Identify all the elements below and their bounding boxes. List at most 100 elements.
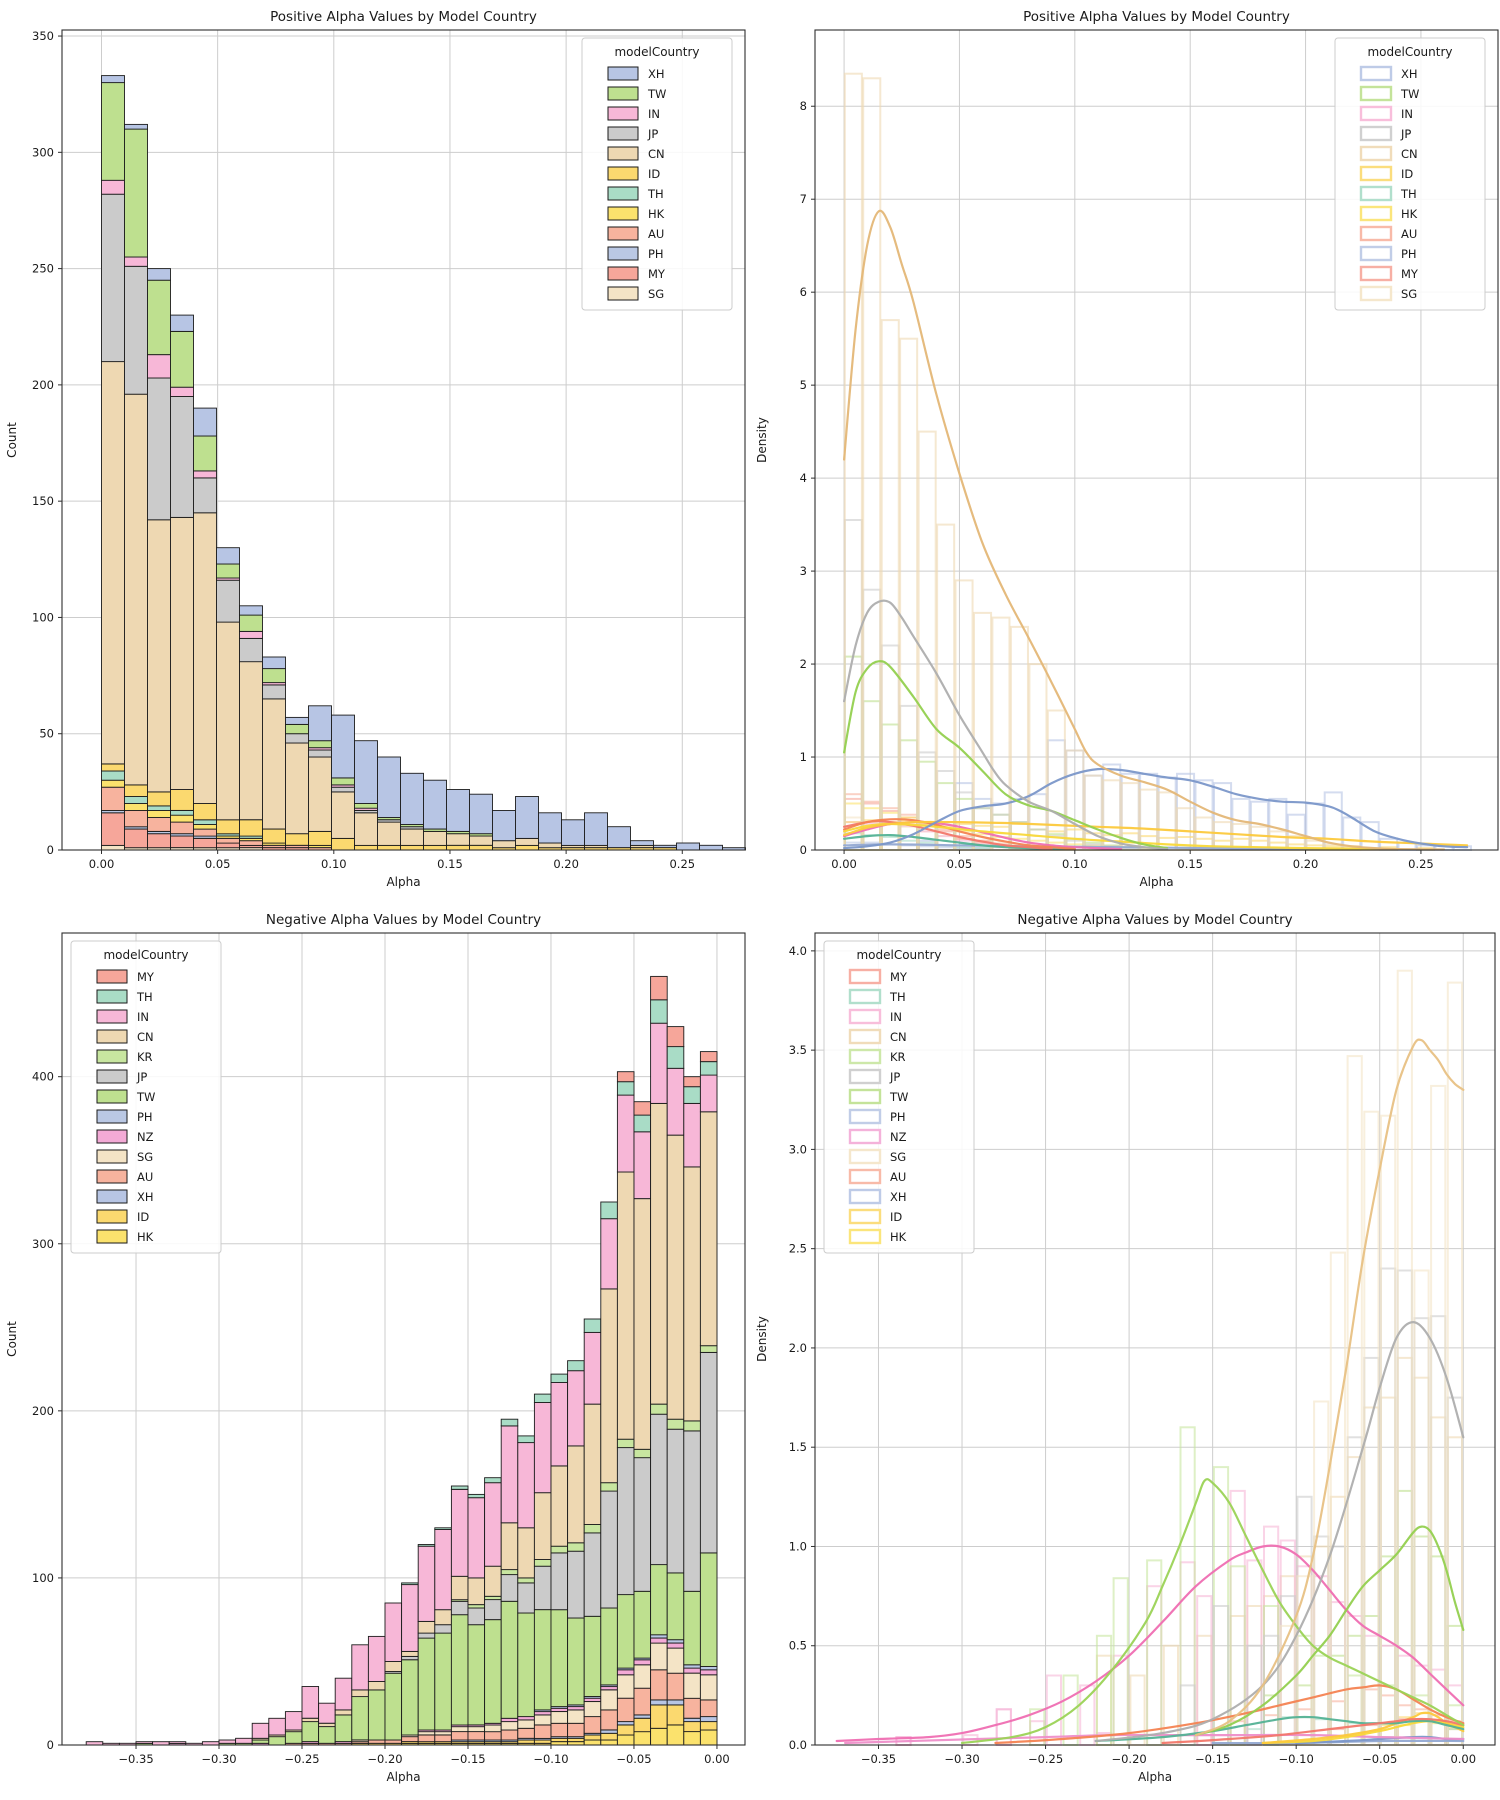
density-bar-kr bbox=[1179, 1426, 1196, 1746]
histogram-bar-id bbox=[533, 1739, 552, 1744]
y-axis-title: Density bbox=[755, 1316, 769, 1362]
histogram-bar-tw bbox=[550, 1609, 569, 1708]
legend-swatch-my bbox=[96, 969, 128, 984]
histogram-bar-tw bbox=[334, 1714, 353, 1743]
density-bar-kr bbox=[1380, 1684, 1397, 1747]
x-tick-label: 0.05 bbox=[205, 857, 231, 871]
histogram-bar-jp bbox=[683, 1430, 701, 1592]
density-bar-kr bbox=[1146, 1559, 1163, 1747]
histogram-bar-jp bbox=[533, 1565, 552, 1611]
histogram-bar-in bbox=[384, 1602, 403, 1662]
y-tick-label: 5 bbox=[800, 378, 807, 392]
density-bar-jp bbox=[1413, 1317, 1430, 1746]
histogram-bar-tw bbox=[450, 1614, 469, 1726]
histogram-bar-cn bbox=[417, 1620, 436, 1634]
histogram-bar-jp bbox=[262, 684, 286, 700]
histogram-bar-sg bbox=[567, 1709, 585, 1724]
histogram-bar-xh bbox=[683, 1717, 701, 1723]
density-bar-jp bbox=[862, 588, 882, 851]
histogram-bar-cn bbox=[484, 1565, 502, 1597]
histogram-bar-id bbox=[193, 803, 217, 821]
histogram-bar-tw bbox=[147, 279, 171, 356]
plot-border bbox=[61, 932, 746, 1746]
histogram-bar-th bbox=[170, 810, 194, 816]
legend-label-nz: NZ bbox=[137, 1130, 154, 1144]
density-bar-xh bbox=[1176, 772, 1196, 851]
density-bar-sg bbox=[1329, 1251, 1346, 1746]
histogram-bar-id bbox=[285, 833, 309, 846]
histogram-bar-jp bbox=[285, 733, 309, 744]
histogram-bar-tw bbox=[650, 1564, 668, 1636]
density-bar-kr bbox=[1062, 1674, 1079, 1746]
x-tick-label: 0.25 bbox=[1408, 857, 1434, 871]
legend-label-au: AU bbox=[1401, 227, 1417, 241]
histogram-bar-xh bbox=[377, 756, 401, 818]
histogram-bar-au bbox=[124, 810, 148, 828]
histogram-bar-au bbox=[434, 1734, 452, 1743]
histogram-bar-in bbox=[517, 1442, 535, 1529]
histogram-bar-jp bbox=[101, 193, 125, 363]
y-tick-label: 2.5 bbox=[789, 1242, 807, 1256]
histogram-bar-in bbox=[567, 1370, 585, 1447]
histogram-bar-cn bbox=[583, 1403, 602, 1525]
histogram-bar-xh bbox=[285, 716, 309, 725]
y-tick-label: 0 bbox=[47, 843, 54, 857]
x-tick-label: −0.20 bbox=[367, 1752, 402, 1766]
y-tick-label: 1.5 bbox=[789, 1440, 807, 1454]
x-tick-label: 0.20 bbox=[553, 857, 579, 871]
histogram-bar-kr bbox=[600, 1482, 618, 1492]
histogram-bar-cn bbox=[446, 833, 470, 846]
x-tick-label: −0.05 bbox=[1362, 1752, 1397, 1766]
histogram-bar-hk bbox=[650, 1727, 668, 1746]
y-tick-label: 2 bbox=[800, 657, 807, 671]
x-tick-label: −0.05 bbox=[616, 1752, 651, 1766]
histogram-bar-xh bbox=[446, 789, 470, 832]
density-bar-in bbox=[1146, 1585, 1163, 1747]
legend-label-ph: PH bbox=[137, 1110, 153, 1124]
density-bar-jp bbox=[1279, 1595, 1296, 1746]
kde-curve-tw bbox=[843, 660, 1169, 850]
histogram-bar-cn bbox=[216, 621, 240, 821]
kde-curve-th bbox=[1094, 1715, 1465, 1743]
histogram-bar-id bbox=[633, 1717, 652, 1733]
histogram-bar-kr bbox=[683, 1420, 701, 1432]
legend-swatch-id bbox=[848, 1208, 882, 1225]
histogram-bar-ph bbox=[699, 1666, 718, 1671]
histogram-bar-sg bbox=[101, 844, 125, 851]
histogram-bar-in bbox=[193, 470, 217, 479]
x-tick-label: 0.05 bbox=[947, 857, 973, 871]
histogram-bar-xh bbox=[400, 772, 424, 825]
histogram-bar-hk bbox=[193, 823, 217, 830]
density-bar-cn bbox=[899, 337, 919, 851]
legend-label-in: IN bbox=[137, 1010, 149, 1024]
legend-label-cn: CN bbox=[648, 147, 665, 161]
histogram-bar-nz bbox=[517, 1716, 535, 1721]
density-bar-jp bbox=[899, 704, 919, 852]
histogram-bar-id bbox=[550, 1737, 569, 1743]
histogram-bar-sg bbox=[666, 1647, 685, 1674]
histogram-bar-au bbox=[450, 1731, 469, 1741]
histogram-bar-cn bbox=[666, 1134, 685, 1420]
kde-curve-xh bbox=[843, 767, 1469, 850]
legend-label-sg: SG bbox=[137, 1150, 153, 1164]
histogram-bar-cn bbox=[331, 791, 355, 839]
histogram-bar-th bbox=[147, 805, 171, 811]
chart-positive-alpha-count: 0.00 0.05 0.10 0.15 0.20 0.25 0 50 100 150 200 250 3… bbox=[5, 9, 746, 889]
density-bar-id bbox=[1446, 1728, 1463, 1746]
legend-swatch-kr bbox=[96, 1049, 128, 1064]
histogram-bar-in bbox=[550, 1381, 569, 1467]
histogram-bar-tw bbox=[484, 1619, 502, 1724]
kde-curve-cn bbox=[843, 209, 1446, 851]
histogram-bar-jp bbox=[147, 377, 171, 521]
histogram-bar-kr bbox=[467, 1604, 486, 1609]
x-tick-label: −0.20 bbox=[1111, 1752, 1146, 1766]
histogram-bar-tw bbox=[354, 803, 378, 809]
legend-swatch-hk bbox=[848, 1228, 882, 1245]
legend-title: modelCountry bbox=[1367, 45, 1452, 59]
histogram-bar-jp bbox=[308, 749, 332, 758]
histogram-bar-id bbox=[216, 819, 240, 835]
kde-curve-id bbox=[1261, 1711, 1465, 1745]
histogram-bar-jp bbox=[216, 579, 240, 623]
chart-title: Positive Alpha Values by Model Country bbox=[1023, 9, 1290, 25]
histogram-bar-in bbox=[500, 1425, 519, 1524]
